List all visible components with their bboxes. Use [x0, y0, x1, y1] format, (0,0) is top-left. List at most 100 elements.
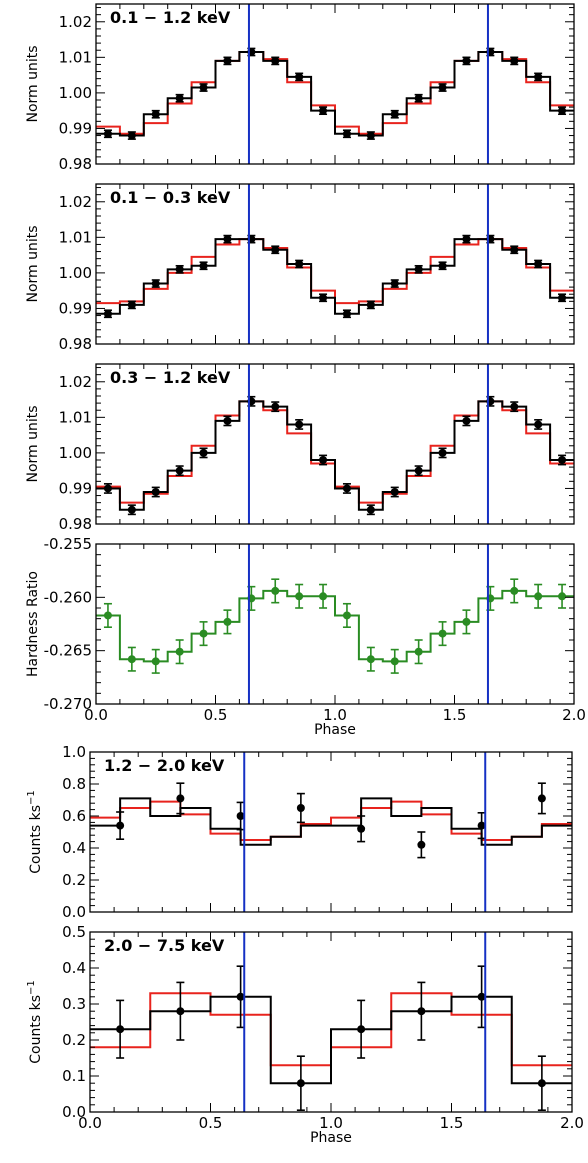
point-marker: [390, 657, 399, 666]
data-point: [223, 56, 232, 66]
point-marker: [151, 488, 160, 496]
point-marker: [510, 402, 519, 411]
point-marker: [295, 260, 304, 268]
point-marker: [103, 611, 112, 620]
point-marker: [271, 245, 280, 254]
point-marker: [295, 420, 304, 429]
data-point: [510, 401, 519, 413]
y-ticks: [96, 367, 574, 525]
point-marker: [103, 309, 112, 318]
data-point: [223, 234, 232, 244]
axes-frame: [89, 931, 573, 1113]
plot-area: [96, 4, 574, 164]
point-marker: [414, 94, 423, 103]
point-marker: [462, 235, 471, 244]
point-marker: [319, 592, 328, 601]
point-marker: [199, 83, 208, 92]
point-marker: [103, 484, 112, 493]
data-point: [438, 447, 447, 459]
panel-p2: 0.98 0.99 1.00 1.01 1.02 Norm units 0.1 − 0.3 …: [25, 183, 575, 353]
point-marker: [127, 505, 136, 514]
panel-p4: -0.270 -0.265 -0.260 -0.255 0.0 0.5 1.0 1.5 2.0 P…: [25, 535, 586, 738]
y-tick-label: 1.01: [59, 48, 92, 66]
y-ticks: [96, 7, 574, 165]
data-point: [462, 609, 471, 635]
x-tick-label: 1.5: [440, 1114, 464, 1132]
data-point: [390, 109, 399, 119]
model-step-line: [90, 800, 572, 841]
data-point: [175, 465, 184, 477]
data-point: [295, 72, 304, 82]
data-point: [366, 646, 375, 672]
y-axis-label: Counts ks−1: [26, 790, 44, 873]
x-tick-label: 0.5: [199, 1114, 223, 1132]
data-point: [271, 578, 280, 604]
x-tick-label: 1.0: [323, 706, 347, 724]
point-marker: [462, 416, 471, 425]
data-point: [342, 483, 351, 494]
data-point: [366, 504, 375, 516]
data-point: [199, 261, 208, 271]
data-point: [271, 401, 280, 413]
data-point: [414, 93, 423, 103]
x-tick-label: 0.5: [204, 706, 228, 724]
data-point: [390, 486, 399, 498]
plot-area: [96, 544, 574, 704]
y-tick-label: 1.02: [59, 13, 92, 31]
energy-band-label: 0.1 − 1.2 keV: [110, 8, 231, 27]
point-marker: [462, 617, 471, 626]
point-marker: [271, 56, 280, 65]
point-marker: [236, 812, 245, 820]
y-tick-label: 1.02: [59, 373, 92, 391]
axes-frame: [89, 751, 573, 913]
data-point: [103, 129, 112, 139]
point-marker: [417, 1007, 426, 1016]
x-axis-label: Phase: [310, 1130, 352, 1146]
data-point: [414, 639, 423, 665]
point-marker: [127, 131, 136, 140]
data-point: [462, 56, 471, 66]
data-point: [462, 234, 471, 244]
panel-p1: 0.98 0.99 1.00 1.01 1.02 Norm units 0.1 − 1.2 …: [25, 3, 575, 173]
point-marker: [295, 72, 304, 81]
x-ticks: [89, 932, 573, 1112]
data-point: [199, 83, 208, 92]
point-marker: [175, 466, 184, 475]
y-tick-label: 0.6: [62, 807, 86, 825]
y-ticks: [96, 543, 574, 705]
data-point: [417, 831, 426, 859]
data-point: [342, 602, 351, 629]
point-marker: [103, 129, 112, 138]
data-point: [199, 621, 208, 647]
plot-area: [90, 932, 572, 1112]
x-ticks: [95, 544, 575, 704]
point-marker: [199, 261, 208, 270]
data-point: [151, 109, 160, 119]
data-point: [462, 415, 471, 427]
y-tick-label: 1.01: [59, 228, 92, 246]
x-ticks: [95, 184, 575, 344]
point-marker: [390, 110, 399, 119]
point-marker: [199, 629, 208, 638]
point-marker: [366, 131, 375, 140]
data-point: [414, 465, 423, 477]
energy-band-label: 0.1 − 0.3 keV: [110, 188, 231, 207]
point-marker: [414, 265, 423, 274]
data-point: [558, 454, 567, 466]
data-point: [103, 483, 112, 494]
panel-p6: 0.0 0.1 0.2 0.3 0.4 0.5 0.0 0.5 1.0 1.5 2.0 Phase Co…: [26, 923, 584, 1146]
point-marker: [116, 821, 125, 830]
data-point: [319, 454, 328, 466]
axes-frame: [95, 183, 575, 345]
axes-frame: [95, 363, 575, 525]
point-marker: [558, 106, 567, 115]
point-marker: [417, 840, 426, 849]
x-tick-label: 1.5: [443, 706, 467, 724]
data-point: [390, 648, 399, 674]
point-marker: [510, 586, 519, 595]
data-step-line: [96, 589, 574, 663]
y-axis-label: Norm units: [25, 45, 41, 122]
data-point: [151, 279, 160, 288]
data-point: [116, 811, 125, 841]
